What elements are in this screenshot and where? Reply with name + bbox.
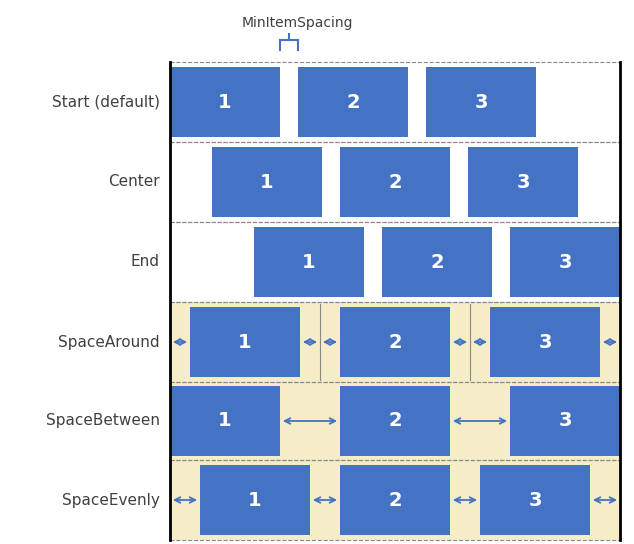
Text: 2: 2 xyxy=(388,491,402,510)
Text: 1: 1 xyxy=(302,252,316,271)
Text: 1: 1 xyxy=(248,491,262,510)
Text: 3: 3 xyxy=(559,252,572,271)
Text: 2: 2 xyxy=(388,411,402,430)
Bar xyxy=(212,147,322,217)
Bar xyxy=(340,386,450,456)
Bar xyxy=(200,465,310,535)
Bar xyxy=(468,147,578,217)
Bar xyxy=(170,460,620,540)
Text: 3: 3 xyxy=(516,172,530,191)
Text: 3: 3 xyxy=(528,491,541,510)
Text: 1: 1 xyxy=(218,411,232,430)
Text: SpaceEvenly: SpaceEvenly xyxy=(62,492,160,508)
Text: 3: 3 xyxy=(474,92,488,112)
Text: Center: Center xyxy=(108,175,160,189)
Bar xyxy=(340,465,450,535)
Text: 1: 1 xyxy=(238,332,252,351)
Text: 2: 2 xyxy=(346,92,360,112)
Bar xyxy=(340,307,450,377)
Bar xyxy=(170,386,280,456)
Text: 3: 3 xyxy=(538,332,552,351)
Text: SpaceAround: SpaceAround xyxy=(58,335,160,349)
Text: SpaceBetween: SpaceBetween xyxy=(46,413,160,429)
Text: 3: 3 xyxy=(559,411,572,430)
Bar xyxy=(170,302,620,382)
Bar xyxy=(510,386,620,456)
Bar xyxy=(254,227,364,297)
Text: 1: 1 xyxy=(260,172,274,191)
Text: End: End xyxy=(131,255,160,269)
Text: Start (default): Start (default) xyxy=(52,95,160,109)
Bar xyxy=(510,227,620,297)
Text: MinItemSpacing: MinItemSpacing xyxy=(242,16,353,30)
Bar xyxy=(298,67,408,137)
Bar xyxy=(382,227,492,297)
Bar xyxy=(490,307,600,377)
Bar xyxy=(340,147,450,217)
Bar xyxy=(170,382,620,460)
Bar xyxy=(480,465,590,535)
Bar xyxy=(190,307,300,377)
Text: 1: 1 xyxy=(218,92,232,112)
Text: 2: 2 xyxy=(430,252,444,271)
Text: 2: 2 xyxy=(388,332,402,351)
Bar xyxy=(170,67,280,137)
Text: 2: 2 xyxy=(388,172,402,191)
Bar xyxy=(426,67,536,137)
